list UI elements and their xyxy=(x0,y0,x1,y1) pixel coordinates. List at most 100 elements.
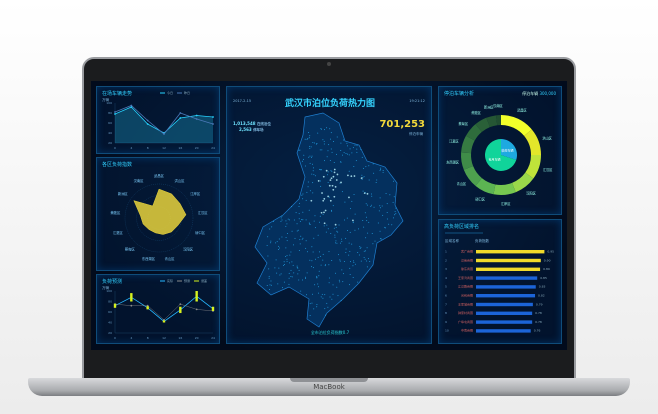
data-point xyxy=(163,133,165,135)
heat-point xyxy=(352,147,354,149)
heat-point xyxy=(349,284,351,286)
heat-point xyxy=(380,168,382,170)
heat-point xyxy=(298,249,300,251)
heat-point xyxy=(359,247,361,249)
heat-point xyxy=(308,222,310,224)
heat-point xyxy=(336,242,338,244)
rank-bar xyxy=(476,267,541,271)
heat-point xyxy=(324,209,327,212)
heat-point xyxy=(314,284,316,286)
heat-point xyxy=(314,175,316,177)
legend-label: 昨日 xyxy=(184,90,190,95)
data-point xyxy=(146,119,149,122)
donut-label: 武昌区 xyxy=(517,108,527,113)
heat-point xyxy=(341,240,343,242)
donut-label: 硚口区 xyxy=(475,196,485,201)
heat-point xyxy=(320,264,322,266)
series-line xyxy=(114,295,214,322)
heat-point xyxy=(286,258,288,260)
heat-point xyxy=(298,279,300,281)
stat-lots-value: 2,563 xyxy=(239,127,252,132)
heat-point xyxy=(367,258,369,260)
heat-point xyxy=(323,160,325,162)
heat-point xyxy=(311,260,313,262)
ranking-panel: 高负荷区域排名 区域名称 负荷指数 1 武广商圈 0.95 2 汉街商圈 0.90 3 徐东商… xyxy=(438,219,562,344)
heat-point xyxy=(336,230,338,232)
heat-point xyxy=(355,160,357,162)
heat-point xyxy=(348,254,350,256)
heat-point xyxy=(267,255,269,257)
trend-panel: 在场车辆走势 万辆 20 40 60 80 100 0 4 8 12 16 20 24 今日 昨日 xyxy=(96,86,220,154)
heat-point xyxy=(392,180,394,182)
heat-point xyxy=(320,128,322,130)
heat-point xyxy=(323,129,325,131)
donut-label: 蔡甸区 xyxy=(458,121,468,126)
heat-point xyxy=(379,207,381,209)
heat-point xyxy=(358,228,360,230)
heat-point xyxy=(286,260,288,262)
heat-point xyxy=(299,243,301,245)
forecast-panel: 负荷预测 万辆 20 40 60 80 100 0 4 8 12 16 20 24 实际 预测 误差 xyxy=(96,274,220,344)
heatmap-title: 武汉市泊位负荷热力图 xyxy=(284,99,375,109)
radar-label: 洪山区 xyxy=(175,178,186,183)
heat-point xyxy=(331,171,333,173)
heat-point xyxy=(309,155,311,157)
laptop-base xyxy=(28,378,630,396)
x-tick-label: 16 xyxy=(178,336,182,340)
radar-label: 东西湖区 xyxy=(142,256,156,261)
y-tick-label: 80 xyxy=(108,111,112,115)
rank-number: 2 xyxy=(445,258,447,262)
heat-point xyxy=(316,306,318,308)
error-bar xyxy=(162,320,166,323)
error-bar xyxy=(113,303,117,308)
heat-point xyxy=(305,294,307,296)
heat-point xyxy=(340,142,342,144)
heat-point xyxy=(340,181,342,184)
donut-label: 江岸区 xyxy=(501,201,511,206)
heat-point xyxy=(379,170,381,172)
heat-point xyxy=(354,229,356,231)
heat-point xyxy=(329,179,332,182)
heat-point xyxy=(298,218,300,220)
heat-point xyxy=(333,171,336,174)
heat-point xyxy=(331,298,333,300)
heat-point xyxy=(353,165,355,167)
heat-point xyxy=(365,203,367,205)
heat-point xyxy=(353,194,355,196)
heat-point xyxy=(384,227,386,229)
heat-point xyxy=(366,247,368,249)
ranking-title: 高负荷区域排名 xyxy=(444,224,480,230)
heat-point xyxy=(363,167,365,169)
heat-point xyxy=(349,250,351,252)
heat-point xyxy=(340,242,342,244)
heat-point xyxy=(317,256,319,258)
heat-point xyxy=(289,254,291,256)
heat-point xyxy=(302,219,304,221)
rank-name: 广埠屯商圈 xyxy=(458,319,473,324)
data-point xyxy=(130,104,133,107)
heat-point xyxy=(350,175,353,178)
heat-point xyxy=(364,250,366,252)
heat-point xyxy=(319,149,321,151)
heat-point xyxy=(308,209,310,211)
rank-name: 徐东商圈 xyxy=(461,266,473,271)
heat-point xyxy=(269,228,271,230)
heat-point xyxy=(321,293,323,295)
data-point xyxy=(163,318,165,321)
heat-point xyxy=(299,220,301,222)
heat-point xyxy=(313,308,315,310)
radar-label: 汉南区 xyxy=(134,178,145,183)
heat-point xyxy=(288,219,290,221)
heat-point xyxy=(294,237,296,239)
rank-bar xyxy=(476,276,538,280)
legend-label: 误差 xyxy=(201,278,207,283)
heat-point xyxy=(335,226,337,228)
heat-point xyxy=(320,211,323,214)
heat-point xyxy=(320,185,322,187)
heat-point xyxy=(382,214,384,216)
heatmap[interactable] xyxy=(227,87,433,345)
dashboard-screen: 在场车辆走势 万辆 20 40 60 80 100 0 4 8 12 16 20 24 今日 昨日 各区负… xyxy=(91,81,567,350)
heat-point xyxy=(288,277,290,279)
radar-label: 武昌区 xyxy=(154,173,165,178)
heat-point xyxy=(305,240,307,242)
